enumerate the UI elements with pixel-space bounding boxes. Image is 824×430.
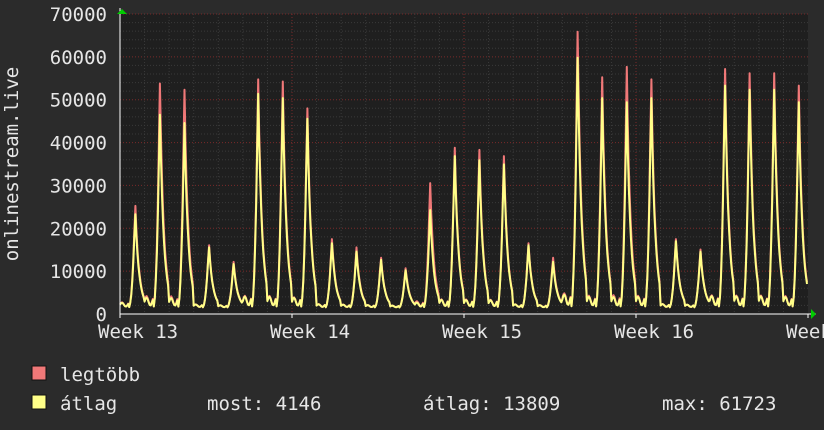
legend-label-max: legtöbb	[60, 364, 140, 386]
legend-label-avg: átlag	[60, 393, 117, 415]
y-tick-label: 40000	[50, 133, 107, 155]
y-tick-label: 70000	[50, 4, 107, 26]
legend-swatch-avg	[31, 394, 47, 410]
legend-max-value: max: 61723	[662, 393, 776, 415]
y-tick-label: 0	[96, 304, 107, 326]
series	[119, 30, 808, 309]
x-tick-label: Week 17	[786, 321, 824, 343]
axes	[117, 8, 816, 319]
x-tick-label: Week 16	[614, 321, 694, 343]
y-tick-label: 10000	[50, 261, 107, 283]
y-tick-label: 20000	[50, 218, 107, 240]
legend-current-value: most: 4146	[207, 393, 321, 415]
legend: legtöbb átlag most: 4146 átlag: 13809 ma…	[31, 364, 776, 415]
x-axis-arrow	[811, 309, 816, 319]
y-axis-ticks: 0 10000 20000 30000 40000 50000 60000 70000	[50, 4, 107, 326]
y-tick-label: 30000	[50, 175, 107, 197]
x-axis-ticks: Week 13 Week 14 Week 15 Week 16 Week 17	[98, 314, 824, 343]
legend-average-value: átlag: 13809	[423, 393, 560, 415]
y-tick-label: 50000	[50, 90, 107, 112]
series-line-avg	[119, 56, 808, 309]
x-tick-label: Week 14	[270, 321, 350, 343]
legend-swatch-max	[31, 365, 47, 381]
x-tick-label: Week 15	[442, 321, 522, 343]
x-tick-label: Week 13	[98, 321, 178, 343]
y-tick-label: 60000	[50, 47, 107, 69]
y-axis-arrow	[117, 9, 127, 14]
y-axis-label: onlinestream.live	[1, 67, 23, 261]
